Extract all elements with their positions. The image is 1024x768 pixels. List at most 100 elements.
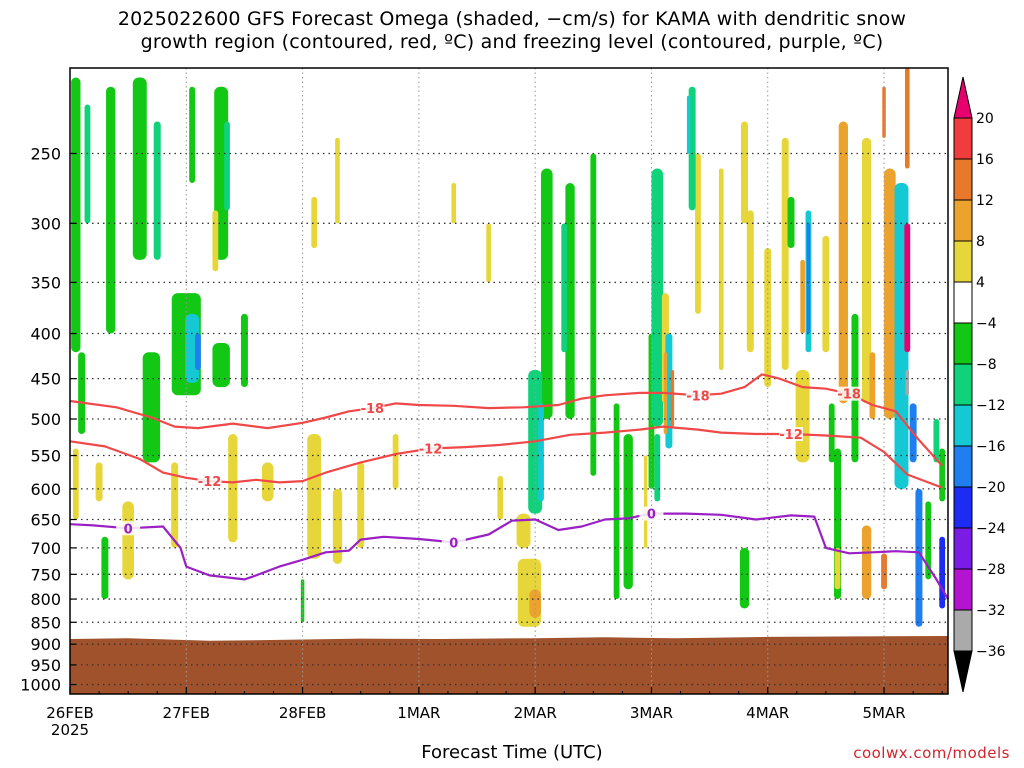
colorbar-label: −4 <box>976 316 997 332</box>
omega-shade-cell <box>746 210 754 353</box>
colorbar-label: −16 <box>976 439 1006 455</box>
omega-shade-cell <box>590 153 597 476</box>
credit-link[interactable]: coolwx.com/models <box>853 744 1010 762</box>
x-tick-label: 5MAR <box>862 704 905 722</box>
omega-shade-cell <box>695 153 701 314</box>
x-tick-label: 28FEB <box>279 704 326 722</box>
chart-title: 2025022600 GFS Forecast Omega (shaded, −… <box>0 8 1024 54</box>
omega-shade-cell <box>357 462 365 548</box>
contour-label: 0 <box>647 508 656 523</box>
omega-shade-cell <box>800 259 805 334</box>
colorbar-swatch <box>953 199 973 242</box>
colorbar-label: −36 <box>976 644 1006 660</box>
omega-shade-cell <box>861 137 872 404</box>
y-tick-label: 800 <box>30 590 61 609</box>
omega-shade-cell <box>741 121 748 224</box>
colorbar-label: −24 <box>976 521 1006 537</box>
omega-shade-cell <box>240 313 248 388</box>
omega-shade-cell <box>307 434 322 559</box>
omega-shade-cell <box>613 403 620 600</box>
omega-shade-cell <box>806 223 811 334</box>
y-tick-label: 850 <box>30 613 61 632</box>
omega-shade-cell <box>72 448 79 520</box>
omega-shade-cell <box>224 121 230 211</box>
y-tick-label: 500 <box>30 410 61 429</box>
contour-label: -18 <box>686 389 710 404</box>
omega-shade-cell <box>538 403 544 502</box>
contour-label: 0 <box>124 522 133 537</box>
omega-shade-cell <box>311 196 318 249</box>
y-tick-label: 750 <box>30 565 61 584</box>
grid-layer <box>69 68 948 694</box>
omega-shade-cell <box>651 168 664 427</box>
contour-label-bg <box>360 401 385 416</box>
omega-shade-cell <box>195 333 201 371</box>
y-tick-label: 950 <box>30 656 61 675</box>
omega-shade-cell <box>212 210 219 272</box>
omega-shade-cell <box>822 235 830 353</box>
colorbar-swatch <box>953 609 973 652</box>
omega-shade-cell <box>540 168 553 420</box>
omega-shade-cell <box>904 223 911 353</box>
y-tick-label: 450 <box>30 370 61 389</box>
omega-shade-cell <box>643 455 648 548</box>
colorbar-label: 12 <box>976 193 994 209</box>
omega-shade-cell <box>84 104 91 224</box>
contour-label-bg <box>779 427 804 442</box>
contour-label: -18 <box>361 402 385 417</box>
omega-shade-cell <box>718 168 724 371</box>
omega-shade-cell <box>212 342 230 388</box>
y-tick-label: 1000 <box>20 676 61 695</box>
x-tick-label: 4MAR <box>746 704 789 722</box>
y-tick-label: 250 <box>30 144 61 163</box>
omega-shade-cell <box>189 86 196 183</box>
axes-layer: 250 300 350 400 450 500 550 600 650 700 750 800 850 9… <box>20 67 949 739</box>
contour-label: 0 <box>449 536 458 551</box>
omega-shade-cell <box>654 434 661 502</box>
contour-label-bg <box>685 388 710 403</box>
omega-shade-cell <box>101 536 109 600</box>
y-tick-label: 600 <box>30 480 61 499</box>
contour-label-bg <box>639 506 664 521</box>
colorbar-label: 20 <box>976 111 994 127</box>
x-tick-label: 2MAR <box>514 704 557 722</box>
omega-shade-cell <box>686 95 691 154</box>
colorbar-swatch <box>953 445 973 488</box>
colorbar-label: −8 <box>976 357 997 373</box>
omega-shade-cell <box>335 137 340 224</box>
terrain-layer <box>70 636 948 694</box>
x-tick-label: 27FEB <box>163 704 210 722</box>
omega-shade-cell <box>106 86 116 334</box>
contour-label-bg <box>116 521 141 536</box>
x-axis-label: Forecast Time (UTC) <box>421 742 603 763</box>
colorbar-swatch <box>953 281 973 324</box>
omega-shade-cell <box>787 196 795 249</box>
omega-shade-cell <box>670 370 675 427</box>
omega-shade-cell <box>300 579 305 623</box>
omega-shade-cell <box>925 501 932 580</box>
omega-shade-cell <box>95 462 103 502</box>
omega-shade-cell <box>869 352 876 420</box>
omega-shade-cell <box>78 352 86 435</box>
colorbar-swatch <box>953 158 973 201</box>
terrain-area <box>70 636 948 694</box>
y-tick-label: 700 <box>30 539 61 558</box>
omega-shade-cell <box>142 352 161 463</box>
omega-shade-cell <box>132 77 147 260</box>
contour-line <box>69 512 949 600</box>
contour-label: -12 <box>419 442 443 457</box>
contour-line <box>69 373 944 467</box>
omega-shade-cell <box>153 121 161 260</box>
colorbar-label: 8 <box>976 234 985 250</box>
contour-label: -12 <box>198 475 222 490</box>
omega-shade-cell <box>915 488 923 627</box>
omega-shade-cell <box>623 434 633 590</box>
contour-label-bg <box>441 535 466 550</box>
omega-shade-cell <box>392 434 399 489</box>
omega-shade-cell <box>71 77 81 353</box>
omega-shade-cell <box>904 68 910 169</box>
y-tick-label: 550 <box>30 447 61 466</box>
omega-shade-cell <box>739 547 750 609</box>
colorbar-swatch <box>953 568 973 611</box>
